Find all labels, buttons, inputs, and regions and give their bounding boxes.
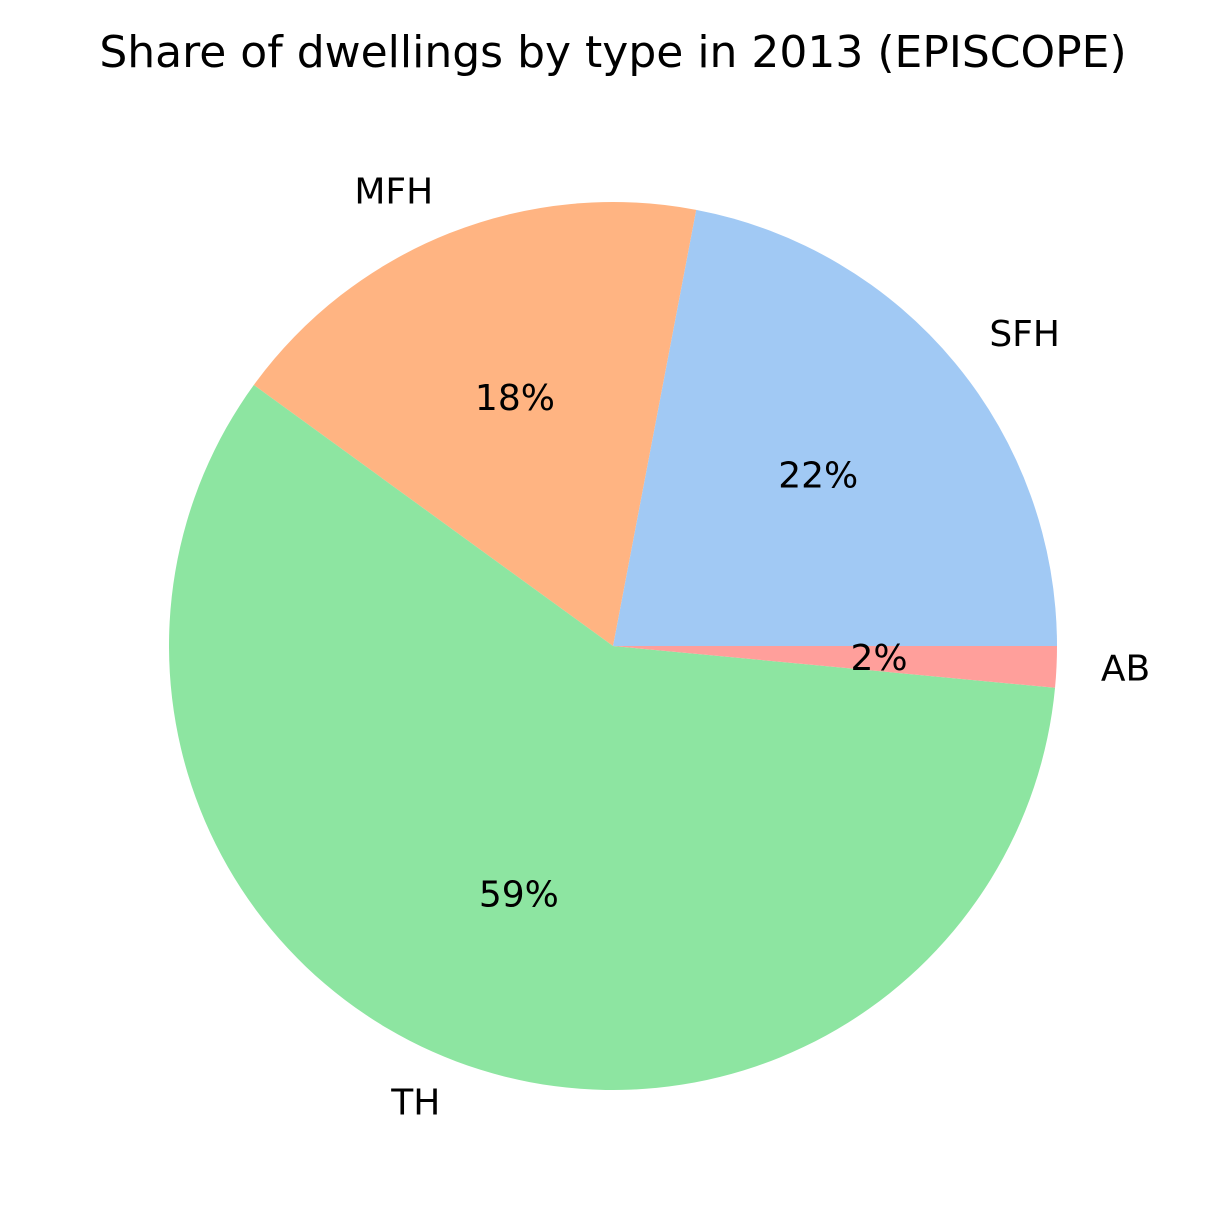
pct-label-ab: 2% — [851, 638, 908, 679]
slice-label-th: TH — [390, 1082, 440, 1123]
chart-title: Share of dwellings by type in 2013 (EPIS… — [99, 27, 1126, 78]
pie-labels: SFH 22% MFH 18% TH 59% AB 2% — [354, 171, 1150, 1123]
pie-slice-sfh — [613, 209, 1057, 647]
pie-slices — [169, 201, 1057, 1090]
slice-label-sfh: SFH — [989, 314, 1060, 355]
pct-label-sfh: 22% — [778, 456, 858, 497]
pct-label-mfh: 18% — [475, 378, 555, 419]
pie-slice-ab — [613, 646, 1057, 688]
pie-slice-mfh — [253, 201, 697, 646]
pie-slice-th — [169, 385, 1056, 1090]
pct-label-th: 59% — [479, 875, 559, 916]
slice-label-mfh: MFH — [354, 171, 433, 212]
slice-label-ab: AB — [1101, 649, 1150, 690]
